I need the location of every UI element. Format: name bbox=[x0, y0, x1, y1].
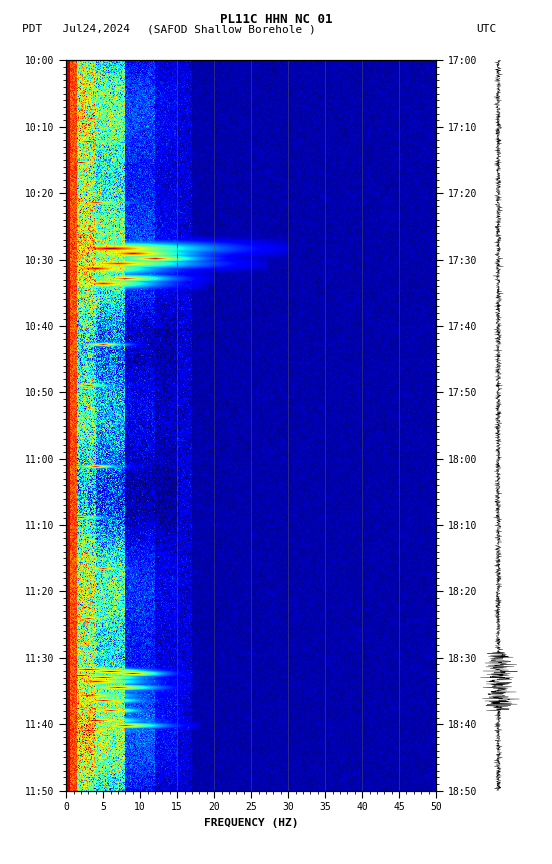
Text: (SAFOD Shallow Borehole ): (SAFOD Shallow Borehole ) bbox=[147, 24, 316, 35]
Text: PL11C HHN NC 01: PL11C HHN NC 01 bbox=[220, 13, 332, 26]
Text: UTC: UTC bbox=[476, 24, 497, 35]
X-axis label: FREQUENCY (HZ): FREQUENCY (HZ) bbox=[204, 818, 299, 828]
Text: PDT   Jul24,2024: PDT Jul24,2024 bbox=[22, 24, 130, 35]
